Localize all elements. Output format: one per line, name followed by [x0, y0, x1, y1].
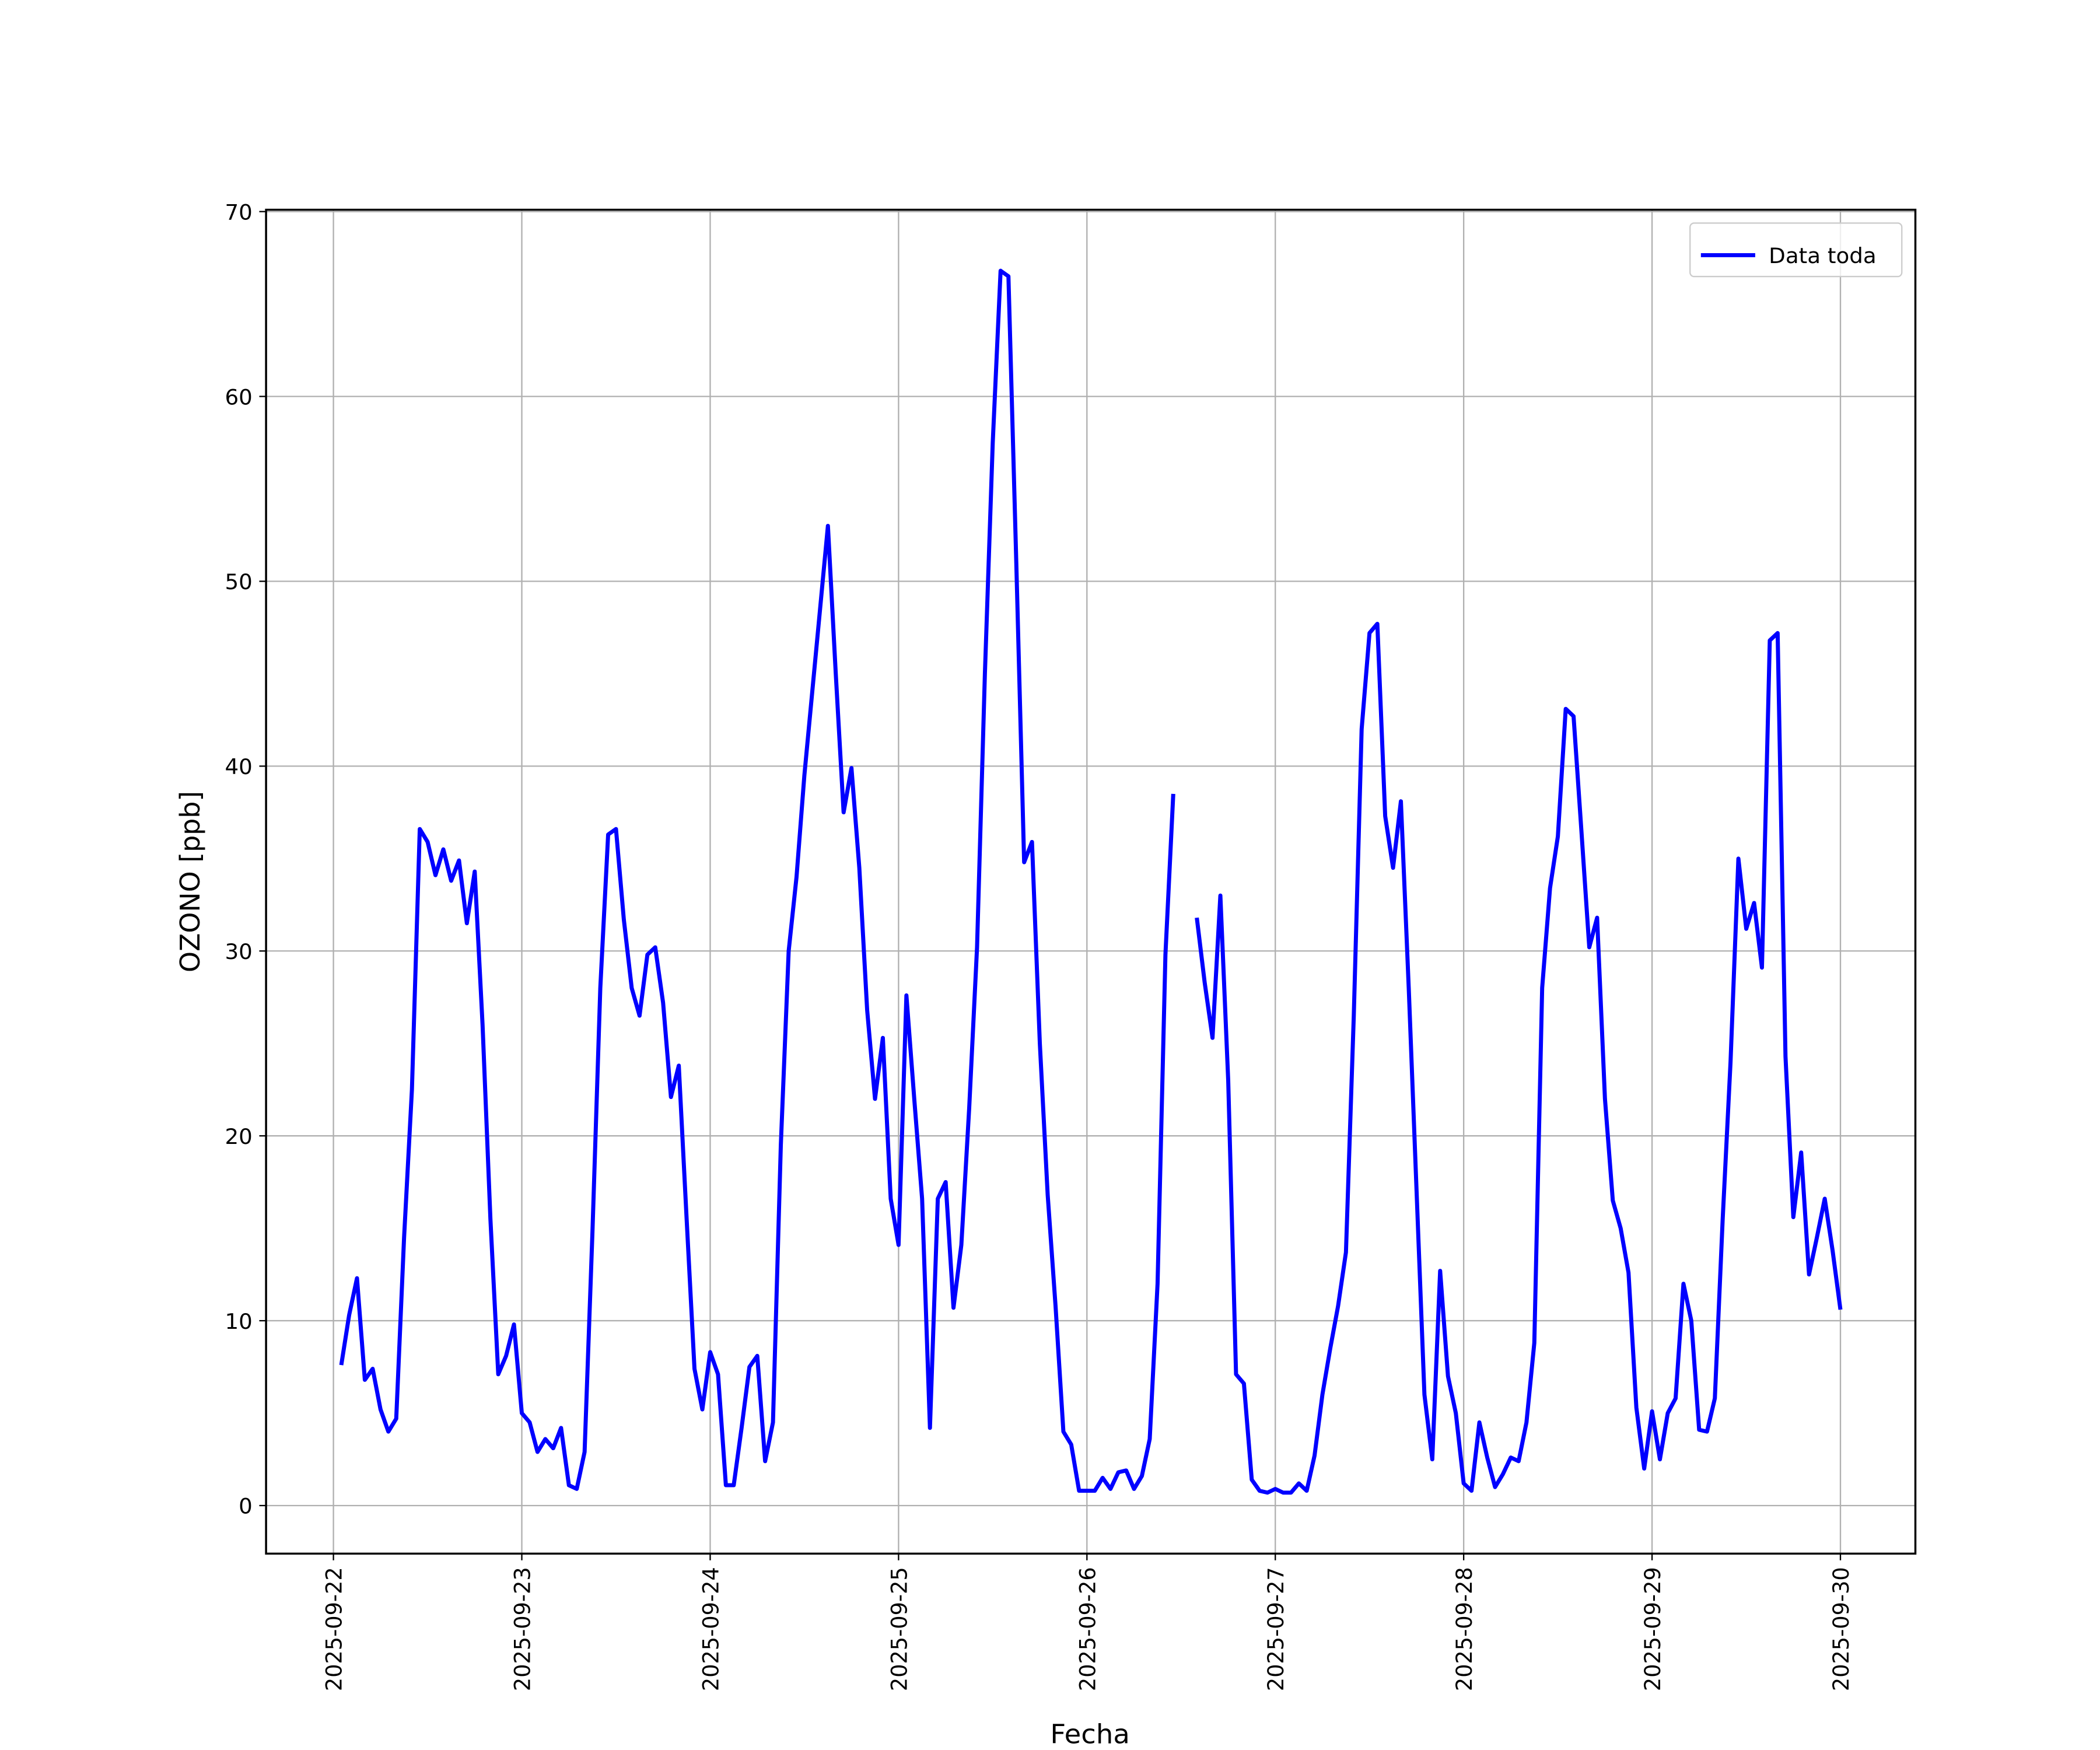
- x-tick-label: 2025-09-30: [1829, 1567, 1854, 1691]
- x-tick-label: 2025-09-28: [1452, 1567, 1477, 1691]
- x-axis-label: Fecha: [1050, 1718, 1129, 1750]
- y-tick-label: 0: [239, 1494, 253, 1519]
- plot-frame: [265, 208, 1917, 1555]
- legend: Data toda: [1689, 222, 1903, 278]
- y-tick-label: 40: [225, 754, 252, 779]
- y-tick-label: 60: [225, 385, 252, 410]
- y-tick-label: 30: [225, 939, 252, 964]
- y-axis-label: OZONO [ppb]: [174, 791, 206, 972]
- legend-label: Data toda: [1769, 243, 1876, 268]
- x-tick-label: 2025-09-27: [1264, 1567, 1289, 1691]
- x-tick-label: 2025-09-24: [698, 1567, 723, 1691]
- y-tick-label: 70: [225, 200, 252, 225]
- y-tick-label: 10: [225, 1309, 252, 1334]
- x-tick-label: 2025-09-26: [1075, 1567, 1100, 1691]
- x-tick-label: 2025-09-23: [510, 1567, 535, 1691]
- data-line: [339, 268, 1843, 1495]
- y-tick-label: 50: [225, 570, 252, 595]
- x-tick-label: 2025-09-22: [321, 1567, 346, 1691]
- y-tick-label: 20: [225, 1124, 252, 1149]
- legend-box: [1689, 222, 1903, 278]
- x-tick-label: 2025-09-29: [1640, 1567, 1665, 1691]
- x-tick-label: 2025-09-25: [887, 1567, 912, 1691]
